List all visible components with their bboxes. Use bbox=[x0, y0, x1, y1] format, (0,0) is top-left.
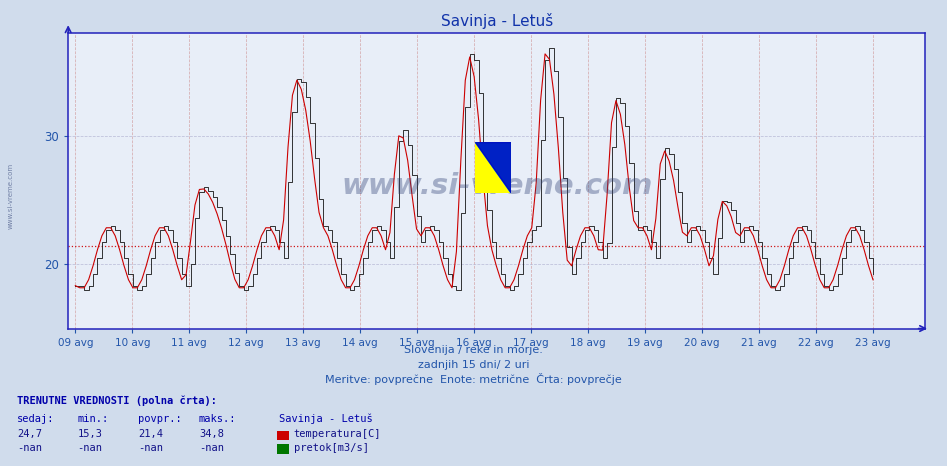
Text: povpr.:: povpr.: bbox=[138, 414, 182, 424]
Text: www.si-vreme.com: www.si-vreme.com bbox=[8, 163, 13, 229]
Text: sedaj:: sedaj: bbox=[17, 414, 55, 424]
Text: -nan: -nan bbox=[199, 443, 223, 452]
Text: pretok[m3/s]: pretok[m3/s] bbox=[294, 443, 368, 452]
Text: zadnjih 15 dni/ 2 uri: zadnjih 15 dni/ 2 uri bbox=[418, 360, 529, 370]
Text: www.si-vreme.com: www.si-vreme.com bbox=[341, 172, 652, 200]
Text: Savinja - Letuš: Savinja - Letuš bbox=[279, 413, 373, 424]
Text: 34,8: 34,8 bbox=[199, 429, 223, 439]
Text: min.:: min.: bbox=[78, 414, 109, 424]
Text: -nan: -nan bbox=[138, 443, 163, 452]
Text: 24,7: 24,7 bbox=[17, 429, 42, 439]
Text: temperatura[C]: temperatura[C] bbox=[294, 429, 381, 439]
Title: Savinja - Letuš: Savinja - Letuš bbox=[440, 13, 553, 29]
Text: 15,3: 15,3 bbox=[78, 429, 102, 439]
Text: Slovenija / reke in morje.: Slovenija / reke in morje. bbox=[404, 345, 543, 355]
Polygon shape bbox=[475, 142, 511, 193]
Text: Meritve: povprečne  Enote: metrične  Črta: povprečje: Meritve: povprečne Enote: metrične Črta:… bbox=[325, 373, 622, 385]
Polygon shape bbox=[475, 142, 511, 193]
Polygon shape bbox=[475, 142, 511, 193]
Text: -nan: -nan bbox=[78, 443, 102, 452]
Text: maks.:: maks.: bbox=[199, 414, 237, 424]
Text: -nan: -nan bbox=[17, 443, 42, 452]
Text: 21,4: 21,4 bbox=[138, 429, 163, 439]
Text: TRENUTNE VREDNOSTI (polna črta):: TRENUTNE VREDNOSTI (polna črta): bbox=[17, 396, 217, 406]
